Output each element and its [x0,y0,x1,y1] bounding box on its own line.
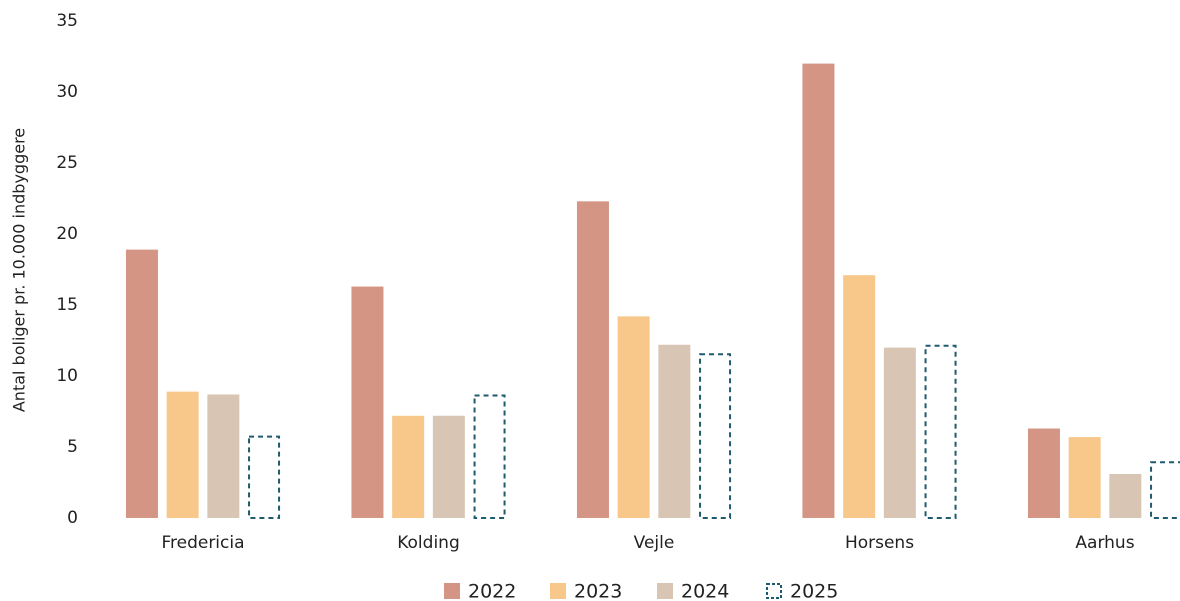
bar [432,415,465,518]
legend-label: 2022 [468,581,516,601]
legend-label: 2023 [574,581,622,601]
bar [207,394,240,518]
bar [576,201,609,518]
legend-label: 2025 [790,581,838,601]
bar [1150,461,1180,520]
legend-label: 2024 [681,581,729,601]
y-tick-label: 35 [56,11,78,31]
bar [248,435,281,520]
y-tick-label: 15 [56,295,78,315]
x-tick-label: Kolding [397,533,460,553]
bar [699,353,732,519]
bar [1068,437,1101,518]
y-tick-label: 25 [56,153,78,173]
legend-swatch [657,583,673,599]
bar [1109,473,1142,518]
y-axis-title: Antal boliger pr. 10.000 indbyggere [10,128,29,412]
bar [1027,428,1060,518]
x-tick-label: Horsens [845,533,914,553]
x-tick-label: Aarhus [1075,533,1134,553]
x-tick-label: Fredericia [161,533,244,553]
bar [617,316,650,518]
legend-swatch [766,583,782,599]
bar [125,249,158,518]
bar [802,63,835,518]
y-tick-label: 30 [56,82,78,102]
bar [473,394,506,519]
y-tick-label: 20 [56,224,78,244]
legend-swatch [444,583,460,599]
bar [166,391,199,518]
y-tick-label: 10 [56,366,78,386]
y-tick-label: 5 [67,437,78,457]
bar [392,415,425,518]
bar [658,344,691,518]
legend-swatch [550,583,566,599]
bar [351,286,384,518]
x-tick-label: Vejle [634,533,675,553]
bar [883,347,916,518]
y-tick-label: 0 [67,508,78,528]
bar [843,275,876,518]
bar [924,344,957,520]
